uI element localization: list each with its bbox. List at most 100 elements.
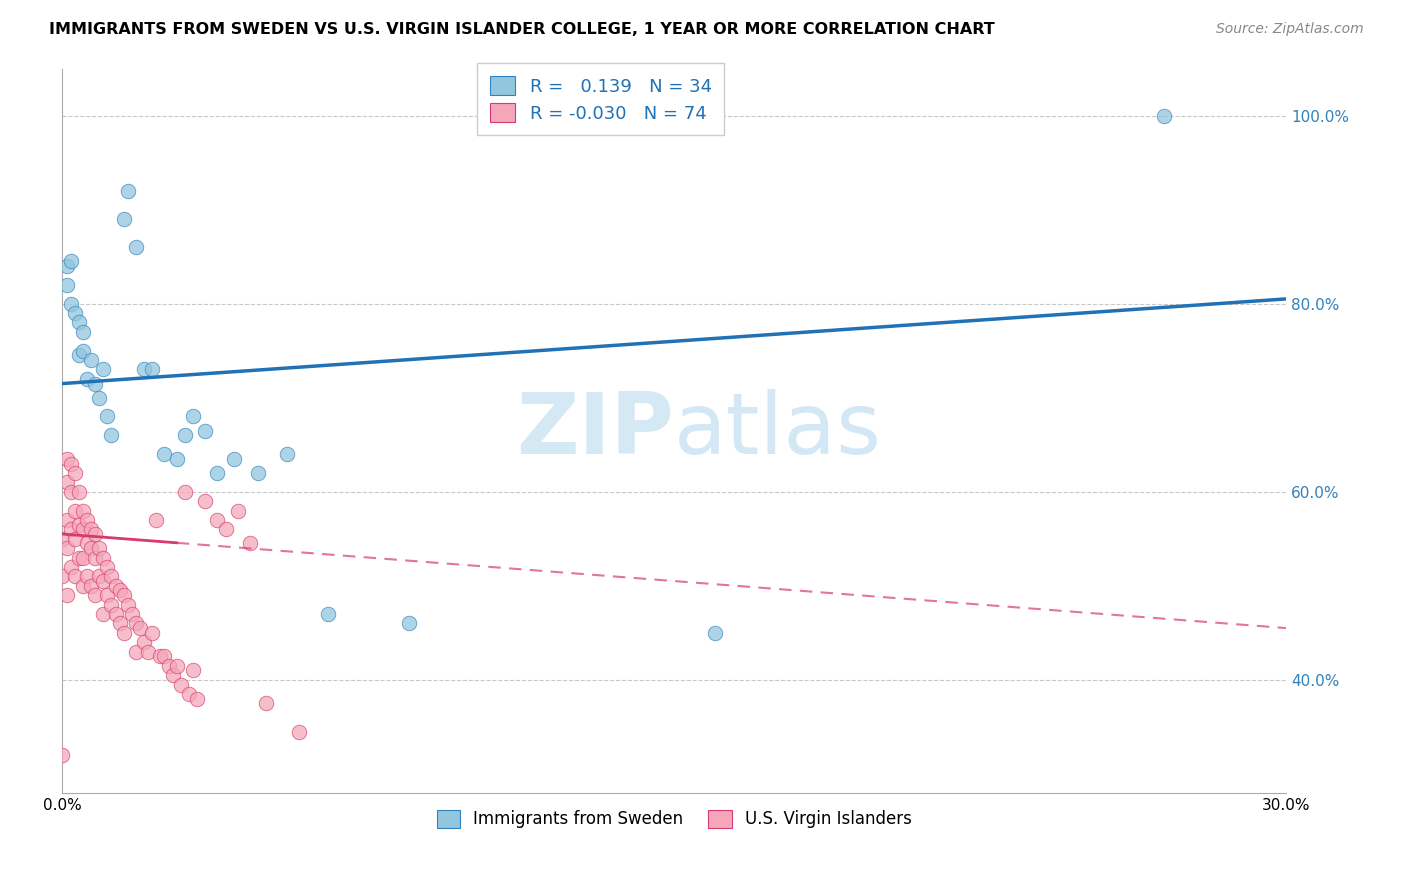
Point xyxy=(72,325,94,339)
Text: IMMIGRANTS FROM SWEDEN VS U.S. VIRGIN ISLANDER COLLEGE, 1 YEAR OR MORE CORRELATI: IMMIGRANTS FROM SWEDEN VS U.S. VIRGIN IS… xyxy=(49,22,995,37)
Point xyxy=(55,475,77,490)
Point xyxy=(96,588,118,602)
Point xyxy=(84,588,107,602)
Point xyxy=(80,579,103,593)
Point xyxy=(254,696,277,710)
Point xyxy=(162,668,184,682)
Point xyxy=(67,348,90,362)
Point xyxy=(207,466,229,480)
Point xyxy=(1153,109,1175,123)
Point xyxy=(80,522,103,536)
Point xyxy=(247,466,270,480)
Point xyxy=(55,259,77,273)
Point xyxy=(89,569,111,583)
Point xyxy=(59,254,82,268)
Point xyxy=(100,569,122,583)
Point xyxy=(67,315,90,329)
Point xyxy=(59,560,82,574)
Point xyxy=(141,625,163,640)
Text: atlas: atlas xyxy=(675,389,882,472)
Point xyxy=(100,428,122,442)
Point xyxy=(72,550,94,565)
Point xyxy=(112,625,135,640)
Point xyxy=(173,484,195,499)
Point xyxy=(194,424,217,438)
Point xyxy=(63,569,86,583)
Point xyxy=(173,428,195,442)
Point xyxy=(149,649,172,664)
Point xyxy=(129,621,152,635)
Point xyxy=(80,541,103,556)
Point xyxy=(96,409,118,424)
Point xyxy=(157,658,180,673)
Point xyxy=(67,517,90,532)
Point xyxy=(125,240,148,254)
Text: Source: ZipAtlas.com: Source: ZipAtlas.com xyxy=(1216,22,1364,37)
Point xyxy=(181,664,204,678)
Point xyxy=(76,536,98,550)
Point xyxy=(117,598,139,612)
Point xyxy=(288,724,311,739)
Point xyxy=(100,598,122,612)
Point xyxy=(72,522,94,536)
Point xyxy=(153,447,176,461)
Point xyxy=(91,574,114,588)
Point xyxy=(104,607,127,621)
Point xyxy=(80,353,103,368)
Point xyxy=(51,532,73,546)
Point xyxy=(72,503,94,517)
Point xyxy=(276,447,298,461)
Point xyxy=(104,579,127,593)
Point xyxy=(63,503,86,517)
Point xyxy=(166,451,188,466)
Point xyxy=(398,616,420,631)
Point xyxy=(63,466,86,480)
Point xyxy=(125,644,148,658)
Point xyxy=(67,550,90,565)
Point xyxy=(316,607,339,621)
Point xyxy=(76,372,98,386)
Point xyxy=(63,306,86,320)
Point xyxy=(55,541,77,556)
Point xyxy=(55,451,77,466)
Point xyxy=(214,522,236,536)
Point xyxy=(112,588,135,602)
Point xyxy=(89,541,111,556)
Point xyxy=(141,362,163,376)
Point xyxy=(51,747,73,762)
Point xyxy=(125,616,148,631)
Point xyxy=(72,579,94,593)
Point xyxy=(59,522,82,536)
Point xyxy=(91,607,114,621)
Point xyxy=(170,677,193,691)
Point xyxy=(177,687,200,701)
Point xyxy=(181,409,204,424)
Point xyxy=(72,343,94,358)
Point xyxy=(55,277,77,292)
Point xyxy=(84,527,107,541)
Point xyxy=(194,494,217,508)
Point xyxy=(153,649,176,664)
Point xyxy=(222,451,245,466)
Point xyxy=(145,513,167,527)
Point xyxy=(76,569,98,583)
Point xyxy=(59,296,82,310)
Point xyxy=(89,391,111,405)
Point xyxy=(59,484,82,499)
Point xyxy=(166,658,188,673)
Point xyxy=(96,560,118,574)
Point xyxy=(136,644,159,658)
Point xyxy=(63,532,86,546)
Point xyxy=(117,184,139,198)
Point xyxy=(239,536,262,550)
Point xyxy=(112,212,135,227)
Point xyxy=(108,616,131,631)
Text: ZIP: ZIP xyxy=(516,389,675,472)
Point xyxy=(55,513,77,527)
Point xyxy=(108,583,131,598)
Point xyxy=(51,569,73,583)
Point xyxy=(84,376,107,391)
Point xyxy=(55,588,77,602)
Point xyxy=(121,607,143,621)
Point xyxy=(186,691,208,706)
